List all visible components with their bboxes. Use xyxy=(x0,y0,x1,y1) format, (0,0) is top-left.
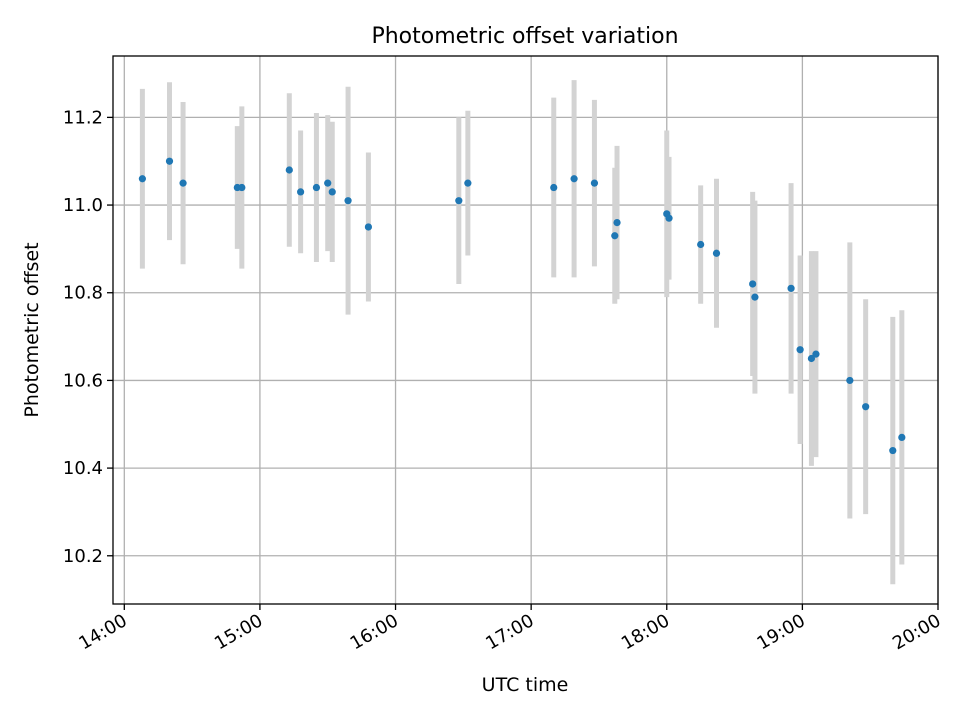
data-point xyxy=(364,223,373,231)
data-point xyxy=(787,284,795,292)
data-point xyxy=(898,433,906,442)
data-point xyxy=(165,157,174,165)
y-tick-label: 10.4 xyxy=(63,458,103,479)
data-point xyxy=(807,354,816,363)
data-point xyxy=(590,179,599,187)
data-point xyxy=(697,240,705,249)
data-point xyxy=(297,188,305,196)
data-point xyxy=(570,175,578,183)
data-point xyxy=(285,166,293,174)
y-tick-label: 11.2 xyxy=(63,107,103,128)
data-point xyxy=(846,376,854,385)
data-point xyxy=(238,183,246,192)
data-point xyxy=(751,293,759,301)
data-point xyxy=(812,350,820,358)
data-point xyxy=(179,179,187,187)
y-tick-label: 10.2 xyxy=(63,546,103,567)
data-point xyxy=(665,214,673,222)
plot-frame xyxy=(112,55,939,605)
data-point xyxy=(749,280,757,288)
y-tick-label: 10.6 xyxy=(63,370,103,391)
x-axis-label: UTC time xyxy=(482,674,569,696)
data-point xyxy=(324,179,332,187)
y-axis-label: Photometric offset xyxy=(21,242,43,417)
data-point xyxy=(550,183,558,192)
chart-title: Photometric offset variation xyxy=(371,24,678,49)
data-point xyxy=(613,218,621,227)
data-point xyxy=(455,197,463,205)
data-point xyxy=(344,197,352,205)
data-point xyxy=(712,249,721,257)
y-tick-label: 11.0 xyxy=(63,195,103,216)
data-point xyxy=(138,175,146,183)
y-tick-label: 10.8 xyxy=(63,283,103,304)
data-point xyxy=(328,188,336,196)
data-point xyxy=(889,446,897,455)
data-point xyxy=(464,179,472,187)
data-points xyxy=(138,157,906,455)
data-point xyxy=(312,183,321,192)
data-point xyxy=(796,346,804,354)
data-point xyxy=(611,232,619,240)
data-point xyxy=(862,403,870,411)
